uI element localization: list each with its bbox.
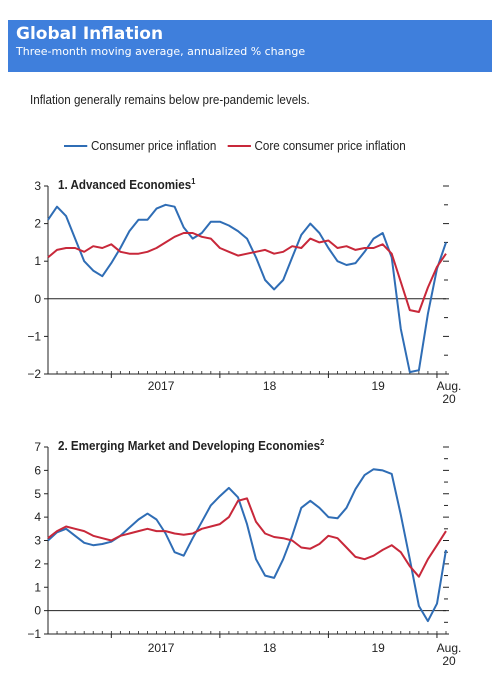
panel2-series-cpi-line [47, 468, 447, 623]
legend-label-core: Core consumer price inflation [254, 139, 406, 153]
panel2-y-tick-label: 6 [34, 463, 41, 477]
panel2-y-tick-label: 0 [34, 604, 41, 618]
panel2-x-tick-label-year: 20 [442, 654, 456, 668]
panel2-y-tick-label: 2 [34, 557, 41, 571]
panel1-y-tick-label: 0 [34, 292, 41, 306]
panel2-y-tick-label: 1 [34, 580, 41, 594]
legend-item-cpi: Consumer price inflation [64, 139, 216, 153]
panel2-series-core-line [47, 497, 447, 578]
panel2-y-tick-label: 5 [34, 487, 41, 501]
intro-text: Inflation generally remains below pre-pa… [30, 93, 310, 107]
panel1-y-tick-label: −2 [27, 367, 41, 381]
page-subtitle: Three-month moving average, annualized %… [16, 45, 306, 58]
panel1-x-tick-label: 2017 [148, 379, 175, 393]
panel2-title-footnote: 2 [320, 438, 324, 447]
panel1-y-tick-label: 2 [34, 217, 41, 231]
panel1-series-cpi-line [47, 203, 447, 374]
panel1-x-tick-label: Aug. [437, 379, 462, 393]
panel1-y-tick-label: 1 [34, 254, 41, 268]
panel2-title: 2. Emerging Market and Developing Econom… [58, 438, 324, 453]
legend-label-cpi: Consumer price inflation [90, 139, 217, 153]
panel1-x-tick-label-year: 20 [442, 392, 456, 406]
panel2-x-tick-label: 19 [371, 641, 385, 655]
panel2-x-tick-label: Aug. [437, 641, 462, 655]
panel1-x-tick-label: 18 [263, 379, 277, 393]
panel1-series-core-line [47, 232, 447, 313]
panel2-x-tick-label: 2017 [148, 641, 175, 655]
legend-swatch-cpi [64, 145, 88, 147]
legend-swatch-core [227, 145, 251, 147]
panel1-title: 1. Advanced Economies1 [58, 177, 196, 192]
panel2-y-tick-label: 7 [34, 440, 41, 454]
header-banner: Global Inflation Three-month moving aver… [8, 20, 492, 72]
panel1-x-tick-label: 19 [371, 379, 385, 393]
page-title: Global Inflation [16, 24, 164, 44]
panel1-y-tick-label: −1 [27, 329, 41, 343]
chart-legend: Consumer price inflation Core consumer p… [64, 139, 417, 153]
legend-item-core: Core consumer price inflation [227, 139, 406, 153]
panel2-y-tick-label: −1 [27, 627, 41, 641]
panel2-x-tick-label: 18 [263, 641, 277, 655]
panel2-y-tick-label: 3 [34, 534, 41, 548]
panel2-y-tick-label: 4 [34, 510, 41, 524]
panel1-title-footnote: 1 [191, 177, 196, 186]
panel1-y-tick-label: 3 [34, 179, 41, 193]
